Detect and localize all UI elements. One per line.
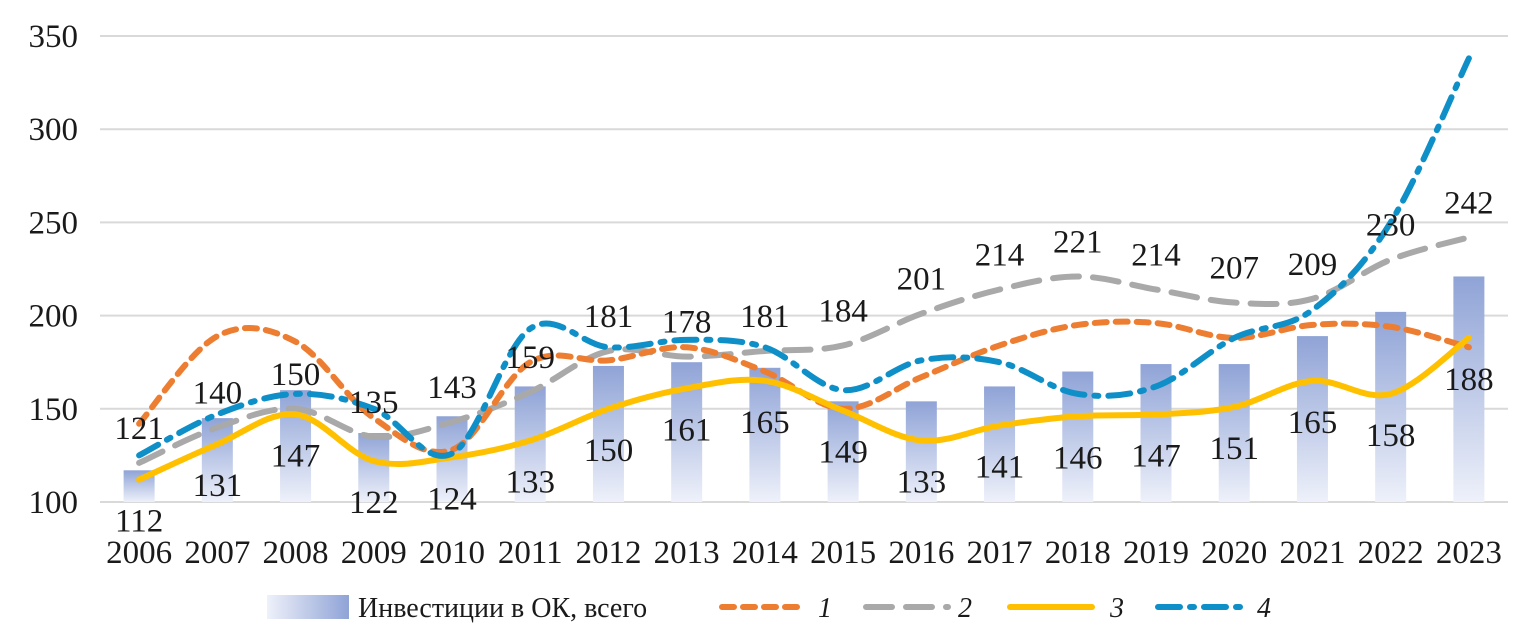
- data-label: 181: [740, 299, 790, 335]
- legend: Инвестиции в ОК, всего 1 2 3 4: [267, 593, 1271, 624]
- x-tick-label: 2012: [575, 535, 641, 571]
- data-label: 124: [427, 481, 477, 517]
- bar: [358, 433, 390, 502]
- data-label: 178: [662, 305, 712, 341]
- data-label: 209: [1288, 247, 1338, 283]
- data-label: 122: [349, 485, 399, 521]
- legend-label-1: 1: [818, 593, 832, 624]
- data-label: 135: [349, 385, 399, 421]
- data-label: 146: [1053, 440, 1103, 476]
- data-label: 140: [193, 375, 243, 411]
- data-label: 158: [1366, 418, 1416, 454]
- x-tick-label: 2023: [1436, 535, 1502, 571]
- y-tick-label: 300: [29, 112, 79, 148]
- data-label: 151: [1209, 431, 1259, 467]
- gridlines: [100, 35, 1508, 503]
- data-label: 147: [271, 438, 321, 474]
- y-tick-label: 350: [29, 19, 79, 55]
- x-tick-label: 2008: [263, 535, 329, 571]
- y-tick-label: 250: [29, 205, 79, 241]
- legend-swatch-bars: [267, 595, 349, 619]
- x-tick-label: 2020: [1201, 535, 1267, 571]
- bar-series: [123, 276, 1485, 502]
- data-label: 133: [897, 464, 947, 500]
- bar: [1218, 364, 1250, 502]
- data-label: 143: [427, 370, 477, 406]
- data-label: 121: [114, 411, 164, 447]
- data-label: 112: [115, 504, 163, 540]
- bar: [905, 401, 937, 502]
- x-tick-label: 2007: [184, 535, 250, 571]
- data-label: 159: [505, 340, 555, 376]
- x-tick-label: 2019: [1123, 535, 1189, 571]
- data-label: 133: [505, 464, 555, 500]
- data-label: 230: [1366, 208, 1416, 244]
- data-label: 184: [818, 293, 868, 329]
- data-label: 147: [1131, 438, 1181, 474]
- series-line-4: [136, 55, 1472, 459]
- x-tick-label: 2018: [1045, 535, 1111, 571]
- x-tick-label: 2013: [654, 535, 720, 571]
- y-tick-label: 200: [29, 299, 79, 335]
- data-label: 214: [1131, 238, 1181, 274]
- legend-label-2: 2: [958, 593, 972, 624]
- data-label: 207: [1209, 251, 1259, 287]
- data-label: 242: [1444, 185, 1494, 221]
- x-tick-label: 2017: [967, 535, 1033, 571]
- x-axis: 2006 2007 2008 2009 2010 2011 2012 2013 2014 2015…: [106, 535, 1502, 571]
- x-tick-label: 2014: [732, 535, 798, 571]
- bar: [201, 418, 233, 502]
- x-tick-label: 2016: [888, 535, 954, 571]
- bar: [1296, 336, 1328, 502]
- x-tick-label: 2011: [498, 535, 563, 571]
- bar: [984, 386, 1016, 502]
- legend-label-3: 3: [1109, 593, 1124, 624]
- y-tick-label: 150: [29, 392, 79, 428]
- bar: [1453, 276, 1485, 502]
- bar: [1375, 311, 1407, 502]
- data-labels: 121 140 150 135 143 159 181 178 181 184 201 214 221 2…: [114, 185, 1493, 539]
- x-tick-label: 2006: [106, 535, 172, 571]
- data-label: 150: [271, 357, 321, 393]
- data-label: 214: [975, 238, 1025, 274]
- data-label: 188: [1444, 362, 1494, 398]
- data-label: 161: [662, 412, 712, 448]
- x-tick-label: 2022: [1358, 535, 1424, 571]
- legend-label-bars: Инвестиции в ОК, всего: [358, 593, 647, 624]
- x-tick-label: 2015: [810, 535, 876, 571]
- series-line-2: [136, 234, 1472, 466]
- x-tick-label: 2021: [1279, 535, 1345, 571]
- data-label: 150: [584, 433, 634, 469]
- data-label: 165: [1288, 405, 1338, 441]
- y-tick-label: 100: [29, 485, 79, 521]
- line-series: [136, 55, 1472, 483]
- data-label: 141: [975, 450, 1025, 486]
- data-label: 131: [193, 468, 243, 504]
- x-tick-label: 2010: [419, 535, 485, 571]
- series-line-3: [136, 334, 1472, 483]
- x-tick-label: 2009: [341, 535, 407, 571]
- bar: [592, 365, 624, 502]
- data-label: 149: [818, 435, 868, 471]
- legend-label-4: 4: [1257, 593, 1271, 624]
- series-line-1: [136, 318, 1472, 455]
- data-label: 221: [1053, 224, 1103, 260]
- y-axis: 100 150 200 250 300 350: [29, 19, 79, 521]
- data-label: 181: [584, 299, 634, 335]
- bar: [749, 367, 781, 502]
- data-label: 165: [740, 405, 790, 441]
- data-label: 201: [897, 262, 947, 298]
